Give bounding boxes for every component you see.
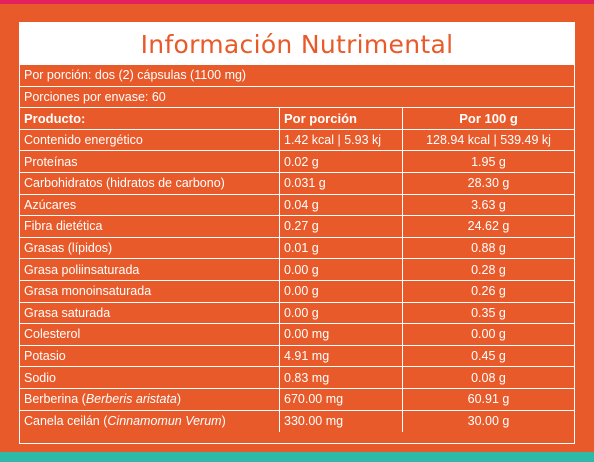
nutrient-per-100g: 128.94 kcal | 539.49 kj xyxy=(426,133,551,148)
table-header-row: Producto: Por porción Por 100 g xyxy=(20,108,574,130)
nutrient-per-serving: 0.00 g xyxy=(280,280,403,302)
nutrient-per-serving: 0.00 mg xyxy=(280,324,403,345)
nutrient-per-serving: 0.83 mg xyxy=(280,367,403,388)
nutrient-per-100g: 28.30 g xyxy=(467,176,510,191)
nutrient-per-100g: 1.95 g xyxy=(471,154,506,169)
nutrient-per-100g: 3.63 g xyxy=(471,197,506,212)
header-product: Producto: xyxy=(20,108,280,129)
nutrient-per-serving: 670.00 mg xyxy=(280,388,403,410)
nutrient-name: Grasa saturada xyxy=(20,302,280,324)
bottom-accent-stripe xyxy=(0,452,594,462)
nutrient-row: Grasa monoinsaturada 0.00 g 0.26 g xyxy=(20,280,574,303)
nutrient-row: Grasa poliinsaturada 0.00 g 0.28 g xyxy=(20,259,574,281)
nutrient-per-100g: 60.91 g xyxy=(467,392,510,407)
nutrient-name: Sodio xyxy=(20,367,280,388)
nutrient-name: Carbohidratos (hidratos de carbono) xyxy=(20,172,280,194)
nutrition-facts-panel: Información Nutrimental Por porción: dos… xyxy=(19,22,575,444)
nutrient-name: Grasas (lípidos) xyxy=(20,237,280,259)
nutrient-name: Grasa poliinsaturada xyxy=(20,259,280,280)
nutrient-per-serving: 0.02 g xyxy=(280,151,403,172)
servings-per-container-text: Porciones por envase: 60 xyxy=(24,89,166,104)
nutrient-name: Fibra dietética xyxy=(20,216,280,237)
nutrient-per-100g: 0.00 g xyxy=(471,327,506,342)
panel-title: Información Nutrimental xyxy=(20,23,574,65)
nutrient-per-serving: 0.04 g xyxy=(280,194,403,216)
nutrient-per-100g: 0.28 g xyxy=(471,262,506,277)
nutrient-name: Potasio xyxy=(20,345,280,367)
nutrient-per-100g: 0.88 g xyxy=(471,241,506,256)
nutrient-per-serving: 1.42 kcal | 5.93 kj xyxy=(280,129,403,151)
nutrient-name: Canela ceilán (Cinnamomun Verum) xyxy=(20,410,280,433)
nutrient-name: Grasa monoinsaturada xyxy=(20,280,280,302)
nutrient-row: Berberina (Berberis aristata) 670.00 mg 60… xyxy=(20,388,574,411)
nutrient-name: Azúcares xyxy=(20,194,280,216)
nutrient-row: Carbohidratos (hidratos de carbono) 0.031… xyxy=(20,172,574,195)
nutrient-name: Proteínas xyxy=(20,151,280,172)
nutrient-per-100g: 0.35 g xyxy=(471,305,506,320)
serving-size-row: Por porción: dos (2) cápsulas (1100 mg) xyxy=(20,65,574,87)
nutrition-table: Por porción: dos (2) cápsulas (1100 mg) … xyxy=(20,65,574,433)
header-per-100g: Por 100 g xyxy=(459,110,518,126)
nutrient-per-100g: 24.62 g xyxy=(467,219,510,234)
nutrient-per-100g: 30.00 g xyxy=(467,414,510,429)
nutrient-per-serving: 0.01 g xyxy=(280,237,403,259)
nutrient-row: Fibra dietética 0.27 g 24.62 g xyxy=(20,216,574,238)
nutrient-row: Colesterol 0.00 mg 0.00 g xyxy=(20,324,574,346)
nutrient-row: Sodio 0.83 mg 0.08 g xyxy=(20,367,574,389)
nutrient-row: Canela ceilán (Cinnamomun Verum) 330.00 m… xyxy=(20,410,574,433)
nutrient-per-serving: 0.00 g xyxy=(280,259,403,280)
nutrient-name: Contenido energético xyxy=(20,129,280,151)
nutrient-row: Contenido energético 1.42 kcal | 5.93 kj 1… xyxy=(20,129,574,152)
nutrient-per-100g: 0.08 g xyxy=(471,370,506,385)
nutrient-per-100g: 0.26 g xyxy=(471,284,506,299)
nutrient-row: Grasa saturada 0.00 g 0.35 g xyxy=(20,302,574,325)
nutrient-per-serving: 4.91 mg xyxy=(280,345,403,367)
servings-per-container-row: Porciones por envase: 60 xyxy=(20,87,574,109)
nutrient-row: Grasas (lípidos) 0.01 g 0.88 g xyxy=(20,237,574,260)
nutrient-row: Azúcares 0.04 g 3.63 g xyxy=(20,194,574,217)
header-per-serving: Por porción xyxy=(280,108,403,129)
nutrient-per-serving: 0.031 g xyxy=(280,172,403,194)
nutrient-row: Potasio 4.91 mg 0.45 g xyxy=(20,345,574,368)
nutrient-name: Berberina (Berberis aristata) xyxy=(20,388,280,410)
nutrient-per-serving: 0.00 g xyxy=(280,302,403,324)
nutrient-per-serving: 330.00 mg xyxy=(280,410,403,433)
top-accent-stripe xyxy=(0,0,594,4)
nutrient-row: Proteínas 0.02 g 1.95 g xyxy=(20,151,574,173)
serving-size-text: Por porción: dos (2) cápsulas (1100 mg) xyxy=(24,68,247,83)
nutrient-name: Colesterol xyxy=(20,324,280,345)
nutrient-per-100g: 0.45 g xyxy=(471,349,506,364)
nutrient-scientific-name: Berberis aristata xyxy=(85,392,177,407)
nutrient-scientific-name: Cinnamomun Verum xyxy=(107,414,222,429)
nutrient-per-serving: 0.27 g xyxy=(280,216,403,237)
